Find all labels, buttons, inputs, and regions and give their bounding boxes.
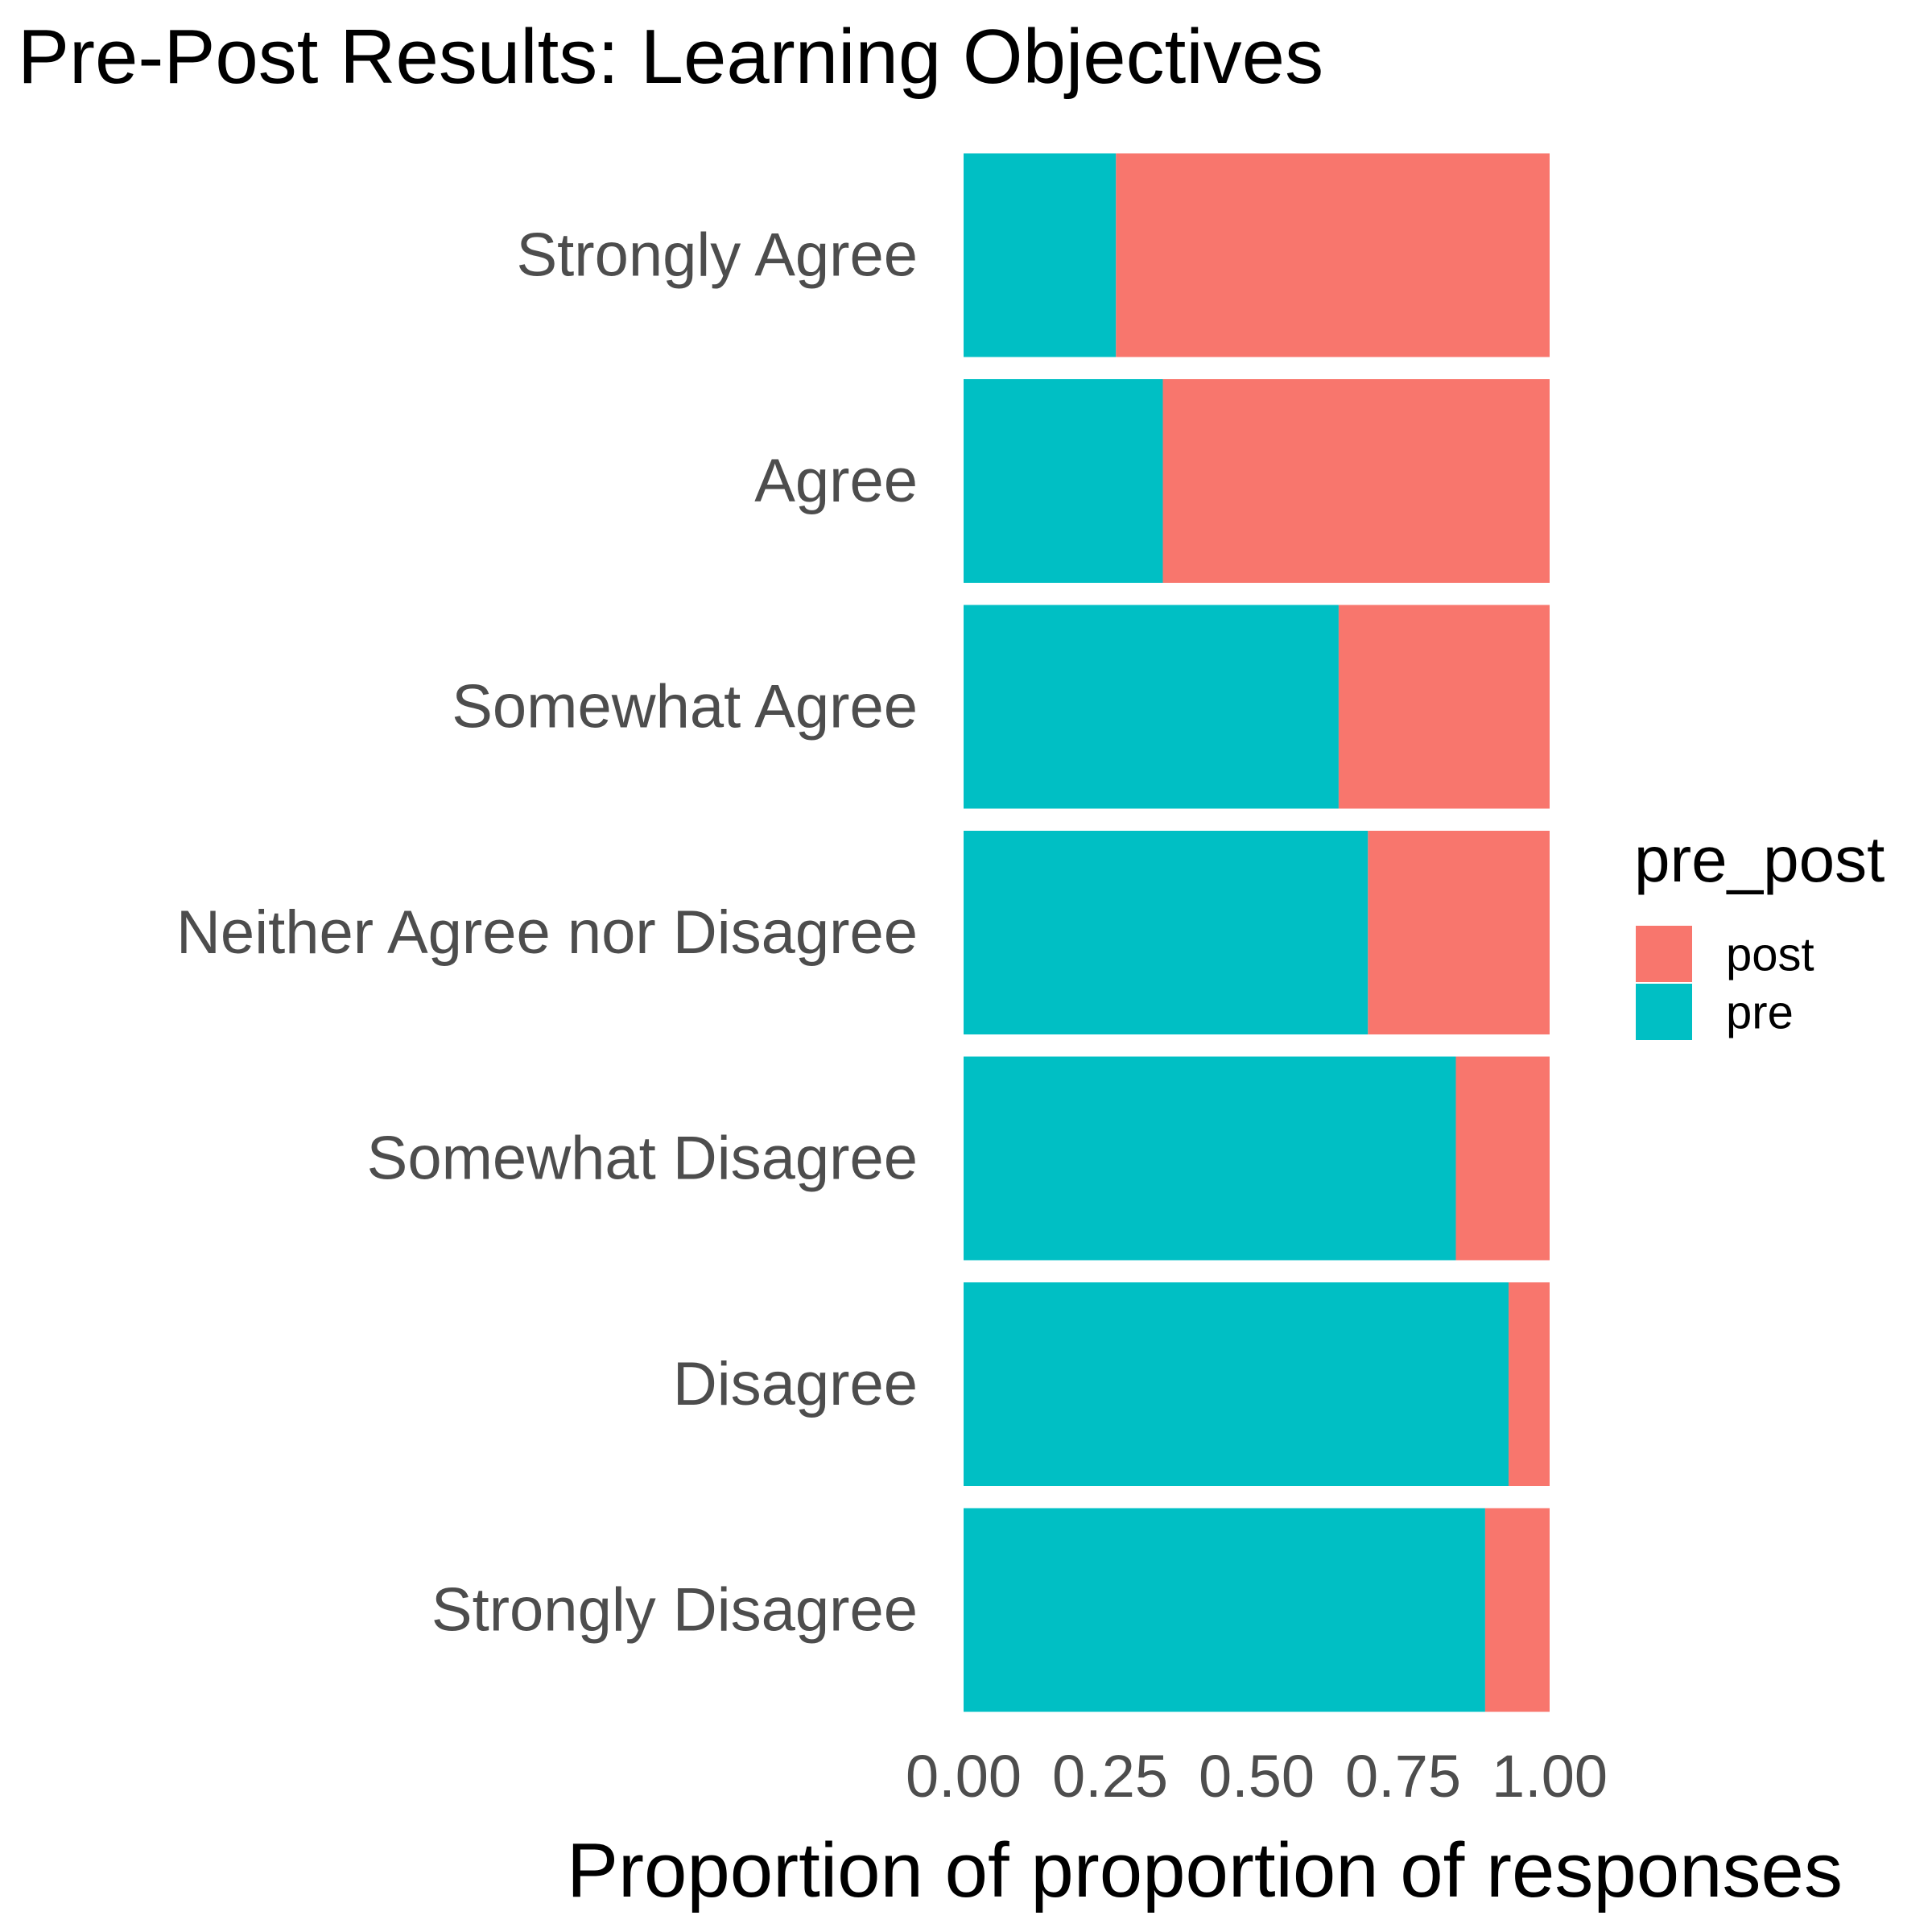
legend-label-pre: pre [1726, 987, 1794, 1039]
x-tick-label-2: 0.50 [1199, 1743, 1315, 1810]
legend-title: pre_post [1634, 824, 1885, 895]
bar-strongly-agree-post [1116, 153, 1550, 357]
category-label-somewhat-disagree: Somewhat Disagree [367, 1125, 918, 1193]
legend-swatch-pre [1636, 984, 1692, 1040]
category-labels: Strongly Agree Agree Somewhat Agree Neither… [176, 221, 918, 1645]
bar-strongly-disagree-pre [964, 1508, 1485, 1712]
category-label-agree: Agree [754, 447, 918, 515]
legend: pre_post post pre [1634, 824, 1885, 1040]
bar-strongly-agree-pre [964, 153, 1117, 357]
bar-agree-pre [964, 379, 1163, 583]
x-tick-label-0: 0.00 [906, 1743, 1022, 1810]
bar-disagree-post [1509, 1282, 1550, 1486]
chart-title: Pre-Post Results: Learning Objectives [18, 14, 1323, 100]
x-tick-label-4: 1.00 [1492, 1743, 1608, 1810]
bar-somewhat-agree-pre [964, 605, 1339, 809]
bar-agree-post [1162, 379, 1550, 583]
x-tick-labels: 0.00 0.25 0.50 0.75 1.00 [906, 1743, 1608, 1810]
bar-strongly-disagree-post [1484, 1508, 1550, 1712]
legend-swatch-post [1636, 926, 1692, 982]
bar-somewhat-disagree-post [1455, 1056, 1550, 1261]
bar-disagree-pre [964, 1282, 1509, 1486]
x-tick-label-1: 0.25 [1052, 1743, 1168, 1810]
category-label-strongly-disagree: Strongly Disagree [431, 1576, 918, 1645]
category-label-neither-agree-nor-disagree: Neither Agree nor Disagree [176, 898, 918, 967]
bars-group [964, 153, 1550, 1712]
category-label-disagree: Disagree [673, 1350, 918, 1418]
x-tick-label-3: 0.75 [1345, 1743, 1461, 1810]
category-label-strongly-agree: Strongly Agree [516, 221, 918, 290]
bar-somewhat-agree-post [1338, 605, 1550, 809]
bar-neither-agree-nor-disagree-pre [964, 831, 1368, 1034]
legend-label-post: post [1726, 929, 1814, 981]
bar-neither-agree-nor-disagree-post [1368, 831, 1550, 1034]
legend-entries: post pre [1636, 926, 1814, 1040]
bar-somewhat-disagree-pre [964, 1056, 1456, 1261]
x-axis-title: Proportion of proportion of responses [567, 1827, 1843, 1913]
category-label-somewhat-agree: Somewhat Agree [452, 673, 918, 741]
